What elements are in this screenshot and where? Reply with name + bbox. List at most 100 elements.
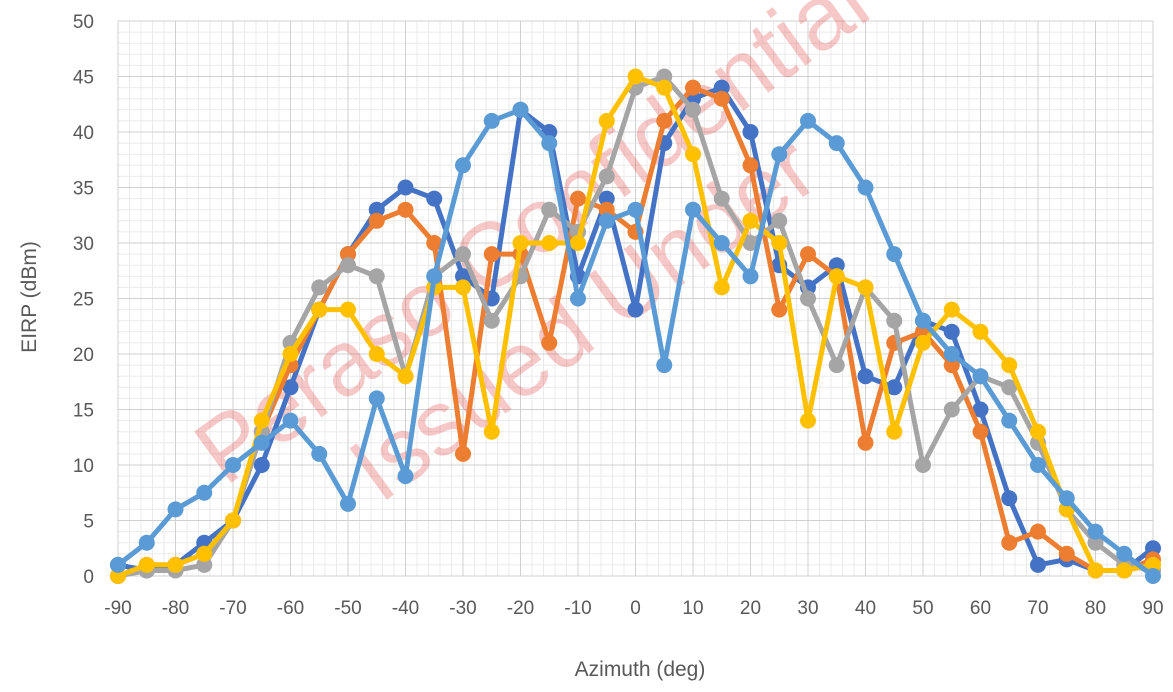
- data-point: [1087, 562, 1104, 579]
- data-point: [397, 468, 414, 485]
- data-point: [541, 235, 558, 251]
- data-point: [771, 146, 788, 163]
- data-point: [627, 301, 644, 318]
- data-point: [282, 379, 299, 396]
- data-point: [167, 556, 184, 573]
- data-point: [570, 290, 586, 307]
- x-axis-ticks: -90 -80 -70 -60 -50 -40 -30 -20 -10 0 10 20 30 40 50 60…: [104, 598, 1163, 619]
- data-point: [713, 190, 730, 207]
- data-point: [455, 445, 471, 462]
- data-point: [598, 190, 615, 207]
- data-point: [828, 357, 845, 374]
- data-point: [886, 379, 903, 396]
- data-point: [512, 101, 529, 118]
- data-point: [771, 212, 788, 229]
- y-tick-label: 0: [83, 567, 94, 588]
- data-point: [282, 346, 299, 362]
- data-point: [340, 257, 356, 274]
- data-point: [972, 423, 989, 440]
- data-point: [1001, 534, 1018, 551]
- data-point: [1030, 457, 1046, 473]
- x-tick-label: 50: [912, 598, 933, 619]
- data-point: [742, 124, 759, 140]
- data-point: [455, 157, 471, 174]
- data-point: [943, 357, 960, 374]
- data-point: [541, 135, 558, 152]
- data-point: [253, 412, 270, 429]
- data-point: [397, 368, 414, 385]
- data-point: [340, 301, 356, 318]
- data-point: [570, 235, 586, 251]
- data-point: [541, 334, 558, 351]
- data-point: [1145, 540, 1161, 557]
- data-point: [397, 179, 414, 196]
- data-point: [857, 434, 874, 451]
- x-tick-label: 20: [740, 598, 761, 619]
- data-point: [340, 246, 356, 263]
- y-tick-label: 25: [73, 290, 94, 311]
- data-point: [1030, 523, 1046, 540]
- data-point: [656, 79, 673, 96]
- data-point: [196, 556, 213, 573]
- data-point: [943, 301, 960, 318]
- data-point: [1116, 562, 1133, 579]
- x-tick-label: 10: [682, 598, 703, 619]
- data-point: [167, 501, 184, 518]
- x-tick-label: -60: [277, 598, 304, 619]
- data-point: [426, 235, 443, 251]
- data-point: [685, 201, 701, 218]
- data-point: [1116, 545, 1133, 562]
- data-point: [1030, 556, 1046, 573]
- data-point: [1058, 490, 1075, 507]
- y-tick-label: 20: [73, 345, 94, 366]
- data-point: [253, 434, 270, 451]
- y-tick-label: 15: [73, 401, 94, 422]
- data-point: [598, 112, 615, 129]
- data-point: [943, 323, 960, 340]
- data-point: [483, 246, 500, 263]
- data-point: [915, 312, 931, 329]
- x-tick-label: 0: [630, 598, 641, 619]
- data-point: [455, 279, 471, 296]
- x-tick-label: -90: [104, 598, 131, 619]
- data-point: [138, 556, 155, 573]
- data-point: [713, 90, 730, 107]
- data-point: [368, 390, 385, 407]
- data-point: [368, 346, 385, 362]
- data-point: [742, 157, 759, 174]
- data-point: [972, 368, 989, 385]
- data-point: [627, 201, 644, 218]
- data-point: [972, 323, 989, 340]
- y-tick-label: 40: [73, 123, 94, 144]
- data-point: [1001, 357, 1018, 374]
- data-point: [455, 246, 471, 263]
- data-point: [311, 445, 328, 462]
- data-point: [368, 268, 385, 285]
- x-tick-label: 90: [1142, 598, 1163, 619]
- data-point: [196, 484, 213, 501]
- data-point: [483, 423, 500, 440]
- x-tick-label: -50: [334, 598, 361, 619]
- y-axis-ticks: 0 5 10 15 20 25 30 35 40 45 50: [73, 12, 94, 588]
- data-point: [541, 201, 558, 218]
- data-point: [225, 457, 241, 473]
- data-point: [828, 257, 845, 274]
- y-tick-label: 45: [73, 68, 94, 89]
- data-point: [368, 212, 385, 229]
- data-point: [1030, 423, 1046, 440]
- x-tick-label: -10: [564, 598, 591, 619]
- data-point: [972, 401, 989, 418]
- data-point: [886, 246, 903, 263]
- data-point: [1001, 379, 1018, 396]
- data-point: [598, 201, 615, 218]
- data-point: [742, 212, 759, 229]
- data-point: [800, 112, 816, 129]
- x-tick-label: -20: [507, 598, 534, 619]
- data-point: [426, 268, 443, 285]
- data-point: [512, 235, 529, 251]
- data-point: [138, 534, 155, 551]
- data-point: [598, 212, 615, 229]
- x-tick-label: 40: [855, 598, 876, 619]
- data-point: [598, 168, 615, 185]
